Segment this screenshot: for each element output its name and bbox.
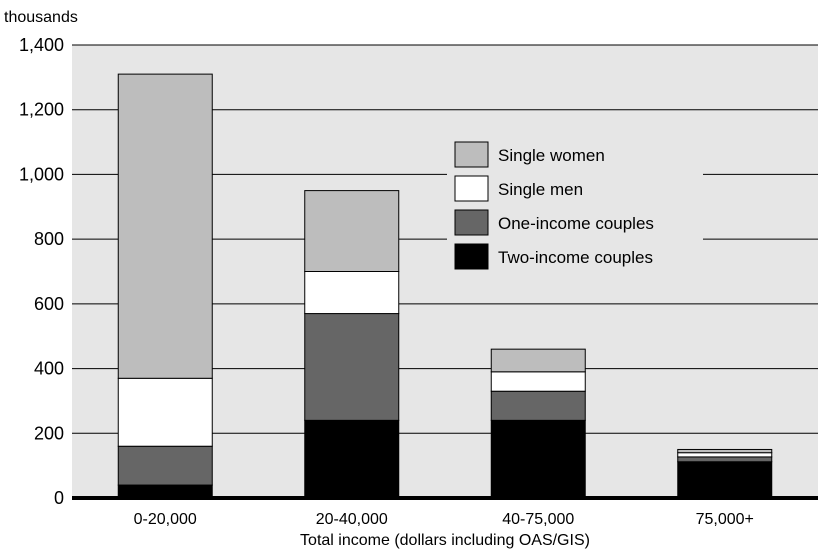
legend-label: Two-income couples xyxy=(498,248,653,267)
legend-swatch xyxy=(454,209,489,236)
legend-background xyxy=(447,138,703,280)
bar-segment-two-income-couples-3 xyxy=(677,461,773,499)
legend-label: Single men xyxy=(498,180,583,199)
y-tick-label: 600 xyxy=(34,294,64,314)
y-axis-unit-label: thousands xyxy=(4,9,78,26)
x-category-label: 0-20,000 xyxy=(134,511,197,528)
legend-swatch xyxy=(454,175,489,202)
bar-segment-single-men-0 xyxy=(117,377,213,447)
bar-segment-single-women-0 xyxy=(117,73,213,379)
legend-swatch xyxy=(454,243,489,270)
legend: Single women Single men One-income couples… xyxy=(447,138,703,280)
y-tick-label: 1,000 xyxy=(19,164,64,184)
x-axis-title: Total income (dollars including OAS/GIS) xyxy=(300,532,590,549)
legend-label: One-income couples xyxy=(498,214,654,233)
bar-segment-single-women-3 xyxy=(677,448,773,454)
y-tick-label: 800 xyxy=(34,229,64,249)
bars xyxy=(117,73,773,499)
bar-segment-single-women-2 xyxy=(490,348,586,373)
x-category-label: 75,000+ xyxy=(696,511,754,528)
bar-segment-single-men-2 xyxy=(490,371,586,392)
bar-segment-single-men-3 xyxy=(677,452,773,458)
x-category-labels: 0-20,000 20-40,000 40-75,000 75,000+ xyxy=(134,511,754,528)
bar-segment-single-men-1 xyxy=(304,271,400,315)
bar-segment-one-income-couples-3 xyxy=(677,456,773,463)
y-tick-label: 1,400 xyxy=(19,35,64,55)
bar-segment-one-income-couples-0 xyxy=(117,445,213,486)
x-category-label: 40-75,000 xyxy=(502,511,574,528)
legend-swatch xyxy=(454,141,489,168)
y-tick-label: 1,200 xyxy=(19,100,64,120)
y-tick-label: 200 xyxy=(34,423,64,443)
bar-segment-single-women-1 xyxy=(304,190,400,273)
bar-segment-one-income-couples-2 xyxy=(490,390,586,421)
bar-segment-two-income-couples-1 xyxy=(304,419,400,499)
legend-label: Single women xyxy=(498,146,605,165)
y-tick-label: 400 xyxy=(34,359,64,379)
x-category-label: 20-40,000 xyxy=(316,511,388,528)
y-tick-label: 0 xyxy=(54,488,64,508)
bar-segment-two-income-couples-2 xyxy=(490,419,586,499)
bar-segment-one-income-couples-1 xyxy=(304,313,400,421)
y-tick-labels: 0 200 400 600 800 1,000 1,200 1,400 xyxy=(19,35,64,508)
